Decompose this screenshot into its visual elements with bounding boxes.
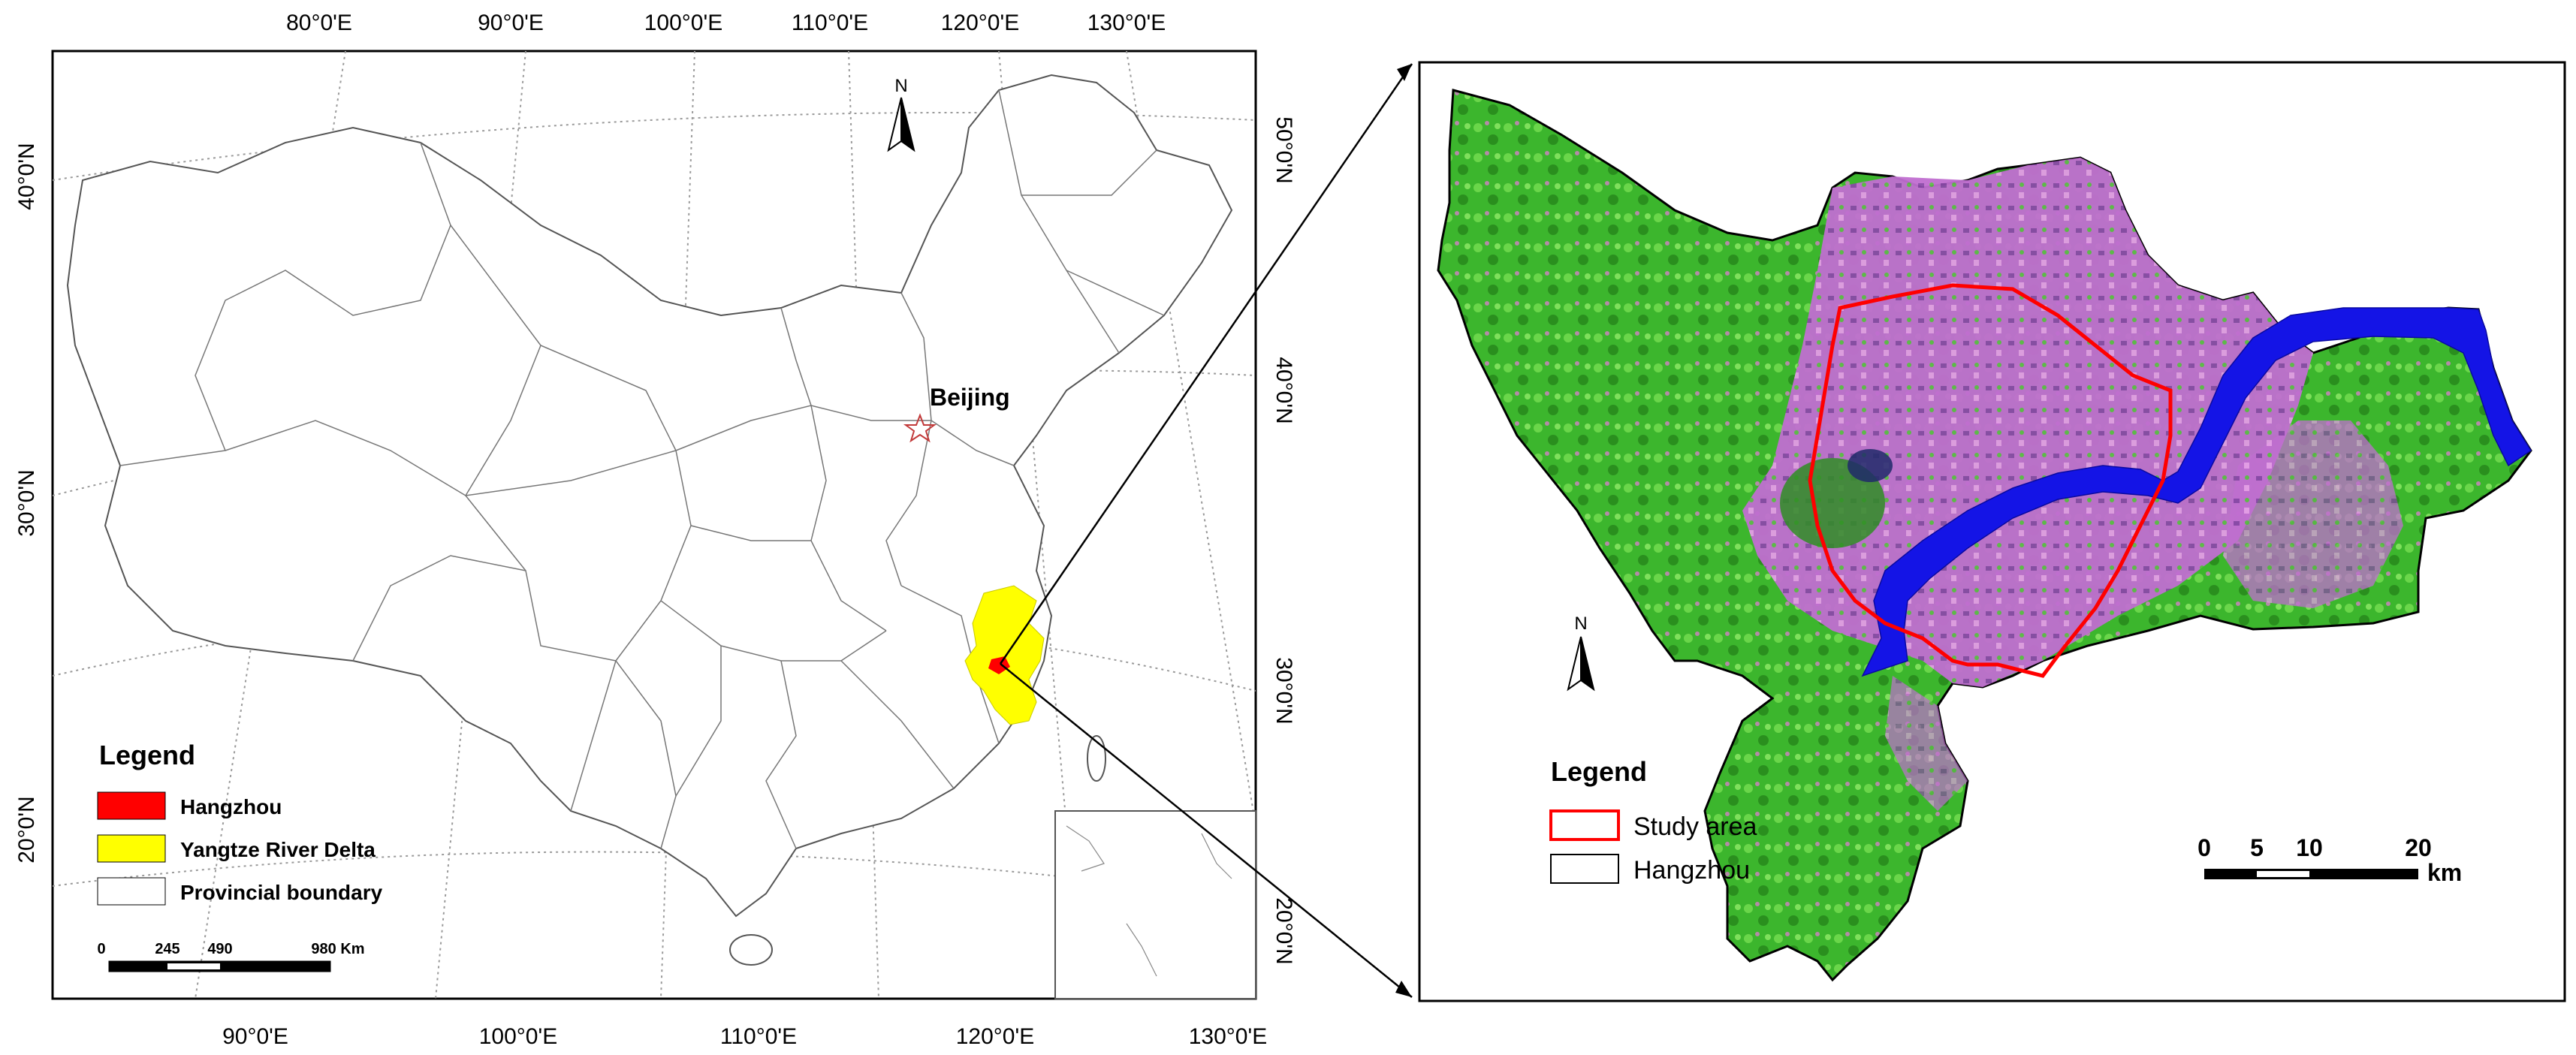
tick-bottom-1: 100°0'E — [479, 1024, 557, 1049]
south-china-sea-inset — [1054, 810, 1256, 999]
tick-right-0: 50°0'N — [1271, 116, 1296, 183]
hangzhou-legend-title: Legend — [1551, 756, 1647, 787]
hangzhou-scale-bar: 0 5 10 20 km — [2197, 834, 2462, 886]
north-arrow-icon — [887, 97, 915, 152]
west-lake-hills — [1780, 458, 1885, 548]
left-latitude-ticks: 40°0'N 30°0'N 20°0'N — [14, 143, 39, 863]
urban-area-east — [2223, 420, 2403, 608]
hainan-island — [729, 934, 773, 966]
tick-right-2: 30°0'N — [1271, 657, 1296, 724]
legend-swatch-hangzhou-boundary — [1550, 854, 1619, 884]
scale-label-0: 0 — [97, 941, 105, 957]
urban-area — [1742, 158, 2313, 687]
legend-label-boundary: Provincial boundary — [180, 881, 383, 904]
taiwan-island — [1087, 735, 1106, 782]
tick-bottom-4: 130°0'E — [1189, 1024, 1267, 1049]
hz-scale-unit: km — [2427, 859, 2462, 886]
legend-label-hangzhou-boundary: Hangzhou — [1633, 856, 1750, 885]
tick-top-1: 90°0'E — [478, 11, 544, 35]
west-lake — [1848, 449, 1893, 482]
north-label: N — [894, 76, 907, 96]
hangzhou-map-legend: Legend Study area Hangzhou — [1549, 756, 1757, 885]
legend-label-hangzhou: Hangzhou — [180, 795, 282, 818]
legend-label-study-area: Study area — [1633, 812, 1757, 841]
legend-swatch-delta — [97, 834, 166, 863]
china-map-legend: Legend Hangzhou Yangtze River Delta Prov… — [97, 740, 383, 906]
bottom-longitude-ticks: 90°0'E 100°0'E 110°0'E 120°0'E 130°0'E — [222, 1024, 1267, 1049]
legend-label-delta: Yangtze River Delta — [180, 838, 376, 861]
china-outline — [66, 74, 1233, 918]
tick-left-0: 40°0'N — [14, 143, 39, 209]
tick-bottom-0: 90°0'E — [222, 1024, 288, 1049]
hangzhou-north-arrow-icon — [1567, 636, 1595, 692]
right-latitude-ticks: 50°0'N 40°0'N 30°0'N 20°0'N — [1271, 116, 1296, 964]
inset-coastline — [1066, 825, 1232, 977]
tick-bottom-3: 120°0'E — [956, 1024, 1034, 1049]
tick-top-2: 100°0'E — [644, 11, 722, 35]
legend-swatch-study-area — [1549, 809, 1620, 841]
hz-scale-label-1: 5 — [2250, 834, 2264, 861]
urban-area-south — [1885, 676, 1968, 811]
tick-left-2: 20°0'N — [14, 796, 39, 863]
hangzhou-north-label: N — [1574, 613, 1587, 634]
tick-right-3: 20°0'N — [1271, 897, 1296, 964]
yangtze-river-delta-region — [964, 585, 1045, 725]
scale-label-3: 980 Km — [311, 941, 364, 957]
tick-top-5: 130°0'E — [1087, 11, 1166, 35]
tick-left-1: 30°0'N — [14, 469, 39, 536]
study-area-outline — [1808, 283, 2173, 678]
top-longitude-ticks: 80°0'E 90°0'E 100°0'E 110°0'E 120°0'E 13… — [286, 11, 1166, 35]
hz-scale-label-3: 20 — [2405, 834, 2432, 861]
tick-top-3: 110°0'E — [792, 11, 868, 35]
tick-bottom-2: 110°0'E — [720, 1024, 797, 1049]
china-map-scale-bar: 0 245 490 980 Km — [97, 941, 365, 972]
scale-label-2: 490 — [207, 941, 232, 957]
legend-swatch-boundary — [97, 877, 166, 906]
china-map-panel: Beijing N Legend Hangzhou Yangtze River … — [14, 11, 1296, 1049]
tick-top-4: 120°0'E — [941, 11, 1019, 35]
beijing-star-icon — [903, 413, 937, 443]
legend-swatch-hangzhou — [97, 791, 166, 820]
hangzhou-map-panel: N Legend Study area Hangzhou 0 5 10 20 k… — [1418, 61, 2566, 1002]
hz-scale-label-0: 0 — [2197, 834, 2211, 861]
scale-label-1: 245 — [155, 941, 179, 957]
qiantang-river — [1861, 307, 2532, 677]
tick-right-1: 40°0'N — [1271, 357, 1296, 424]
legend-title: Legend — [99, 740, 195, 770]
provincial-boundaries — [119, 89, 1165, 849]
tick-top-0: 80°0'E — [286, 11, 352, 35]
zoom-connector-lines — [999, 63, 1413, 998]
hz-scale-label-2: 10 — [2296, 834, 2323, 861]
hangzhou-marker — [988, 656, 1010, 674]
beijing-label: Beijing — [930, 384, 1010, 411]
